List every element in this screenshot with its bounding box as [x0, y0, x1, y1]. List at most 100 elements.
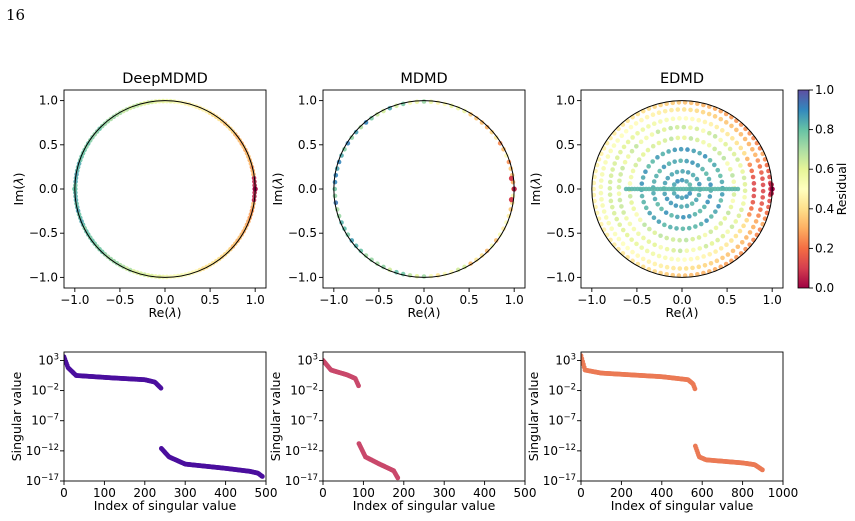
eigenvalue-point	[620, 241, 626, 247]
x-tick-label: 300	[174, 486, 197, 500]
eigenvalue-point	[662, 138, 668, 143]
eigenvalue-point	[655, 201, 661, 207]
eigenvalue-point	[633, 121, 639, 126]
eigenvalue-point	[712, 114, 718, 119]
x-tick-label: 200	[133, 486, 156, 500]
eigenvalue-point	[723, 141, 728, 147]
eigenvalue-point	[717, 150, 722, 156]
eigenvalue-point	[664, 246, 670, 252]
eigenvalue-point	[736, 213, 742, 219]
x-tick-label: 500	[255, 486, 278, 500]
eigenvalue-point	[682, 257, 687, 262]
eigenvalue-point	[714, 258, 720, 264]
eigenvalue-point	[625, 154, 631, 159]
eigenvalue-point	[629, 200, 634, 205]
eigenvalue-point	[592, 174, 597, 180]
eigenvalue-point	[730, 248, 736, 254]
eigenvalue-point	[627, 221, 633, 227]
y-tick-label: 1.0	[39, 94, 58, 108]
eigenvalue-point	[706, 111, 712, 117]
eigenvalue-point	[680, 169, 685, 174]
eigenvalue-point	[675, 179, 680, 184]
eigenvalue-point	[592, 198, 597, 204]
x-tick-label: 100	[352, 486, 375, 500]
eigenvalue-point	[693, 224, 698, 229]
eigenvalue-point	[655, 129, 661, 135]
eigenvalue-point	[661, 127, 667, 132]
y-tick-label: 10−12	[26, 443, 59, 458]
eigenvalue-point	[749, 168, 755, 174]
eigenvalue-point	[664, 264, 670, 270]
y-tick-label: −0.5	[546, 226, 575, 240]
eigenvalue-point	[700, 109, 706, 115]
eigenvalue-point	[720, 233, 726, 239]
eigenvalue-point	[725, 131, 730, 137]
x-tick-label: −1.0	[577, 293, 606, 307]
x-tick-label: 0	[319, 486, 327, 500]
eigenvalue-point	[671, 182, 677, 187]
unit-circle	[333, 100, 515, 278]
eigenvalue-point	[658, 263, 664, 269]
plot-area	[64, 354, 265, 479]
axes-frame	[580, 351, 784, 482]
x-tick-label: −0.5	[622, 293, 651, 307]
eigenvalue-point	[635, 131, 640, 136]
eigenvalue-point	[639, 245, 644, 250]
eigenvalue-point	[737, 228, 743, 234]
eigenvalue-point	[750, 199, 756, 205]
x-tick-label: 200	[392, 486, 415, 500]
eigenvalue-point	[685, 147, 690, 152]
y-tick-label: 103	[38, 352, 59, 367]
y-tick-label: 0.5	[39, 138, 58, 152]
eigenvalue-point	[624, 232, 630, 238]
colorbar-tick-label: 0.4	[815, 202, 834, 216]
eigenvalue-point	[608, 198, 614, 204]
eigenvalue-point	[702, 119, 708, 125]
eigenvalue-point	[709, 241, 715, 246]
eigenvalue-point	[681, 214, 686, 220]
eigenvalue-point	[747, 162, 753, 168]
eigenvalue-point	[616, 236, 622, 242]
x-axis-label: Re(λ)	[666, 305, 699, 320]
x-tick-label: 0	[60, 486, 68, 500]
eigenvalue-point	[722, 216, 728, 221]
eigenvalue-point	[723, 120, 729, 125]
eigenvalue-point	[719, 192, 725, 197]
eigenvalue-point	[421, 99, 427, 104]
eigenvalue-point	[655, 155, 660, 160]
eigenvalue-point	[756, 213, 761, 218]
y-axis-label: Im(λ)	[11, 172, 26, 205]
eigenvalue-point	[358, 124, 364, 130]
eigenvalue-point	[750, 224, 756, 230]
eigenvalue-point	[706, 142, 712, 148]
eigenvalue-point	[714, 124, 720, 130]
eigenvalue-point	[628, 174, 634, 180]
colorbar-tick-label: 0.6	[815, 162, 834, 176]
eigenvalue-point	[619, 133, 625, 139]
x-tick-label: 0	[577, 486, 585, 500]
eigenvalue-point	[683, 266, 689, 271]
eigenvalue-point	[606, 220, 612, 226]
eigenvalue-point	[704, 218, 709, 223]
eigenvalue-point	[651, 215, 657, 221]
eigenvalue-point	[658, 244, 664, 250]
eigenvalue-point	[611, 210, 617, 216]
x-tick-label: 1.0	[505, 293, 524, 307]
x-tick-label: 0.0	[672, 293, 691, 307]
eigenvalue-point	[684, 203, 690, 209]
eigenvalue-point	[702, 232, 708, 238]
eigenvalue-point	[741, 175, 747, 181]
eigenvalue-point	[696, 264, 702, 270]
eigenvalue-point	[734, 140, 740, 146]
eigenvalue-point	[332, 186, 338, 192]
eigenvalue-point	[618, 172, 623, 177]
y-tick-label: 10−17	[543, 473, 576, 488]
y-tick-label: 0.5	[556, 138, 575, 152]
eigenvalue-point	[735, 186, 741, 192]
eigenvalue-point	[724, 242, 729, 247]
eigenvalue-point	[646, 259, 652, 264]
eigenvalue-point	[729, 123, 734, 129]
eigenvalue-point	[687, 182, 693, 187]
x-tick-label: 1.0	[246, 293, 265, 307]
